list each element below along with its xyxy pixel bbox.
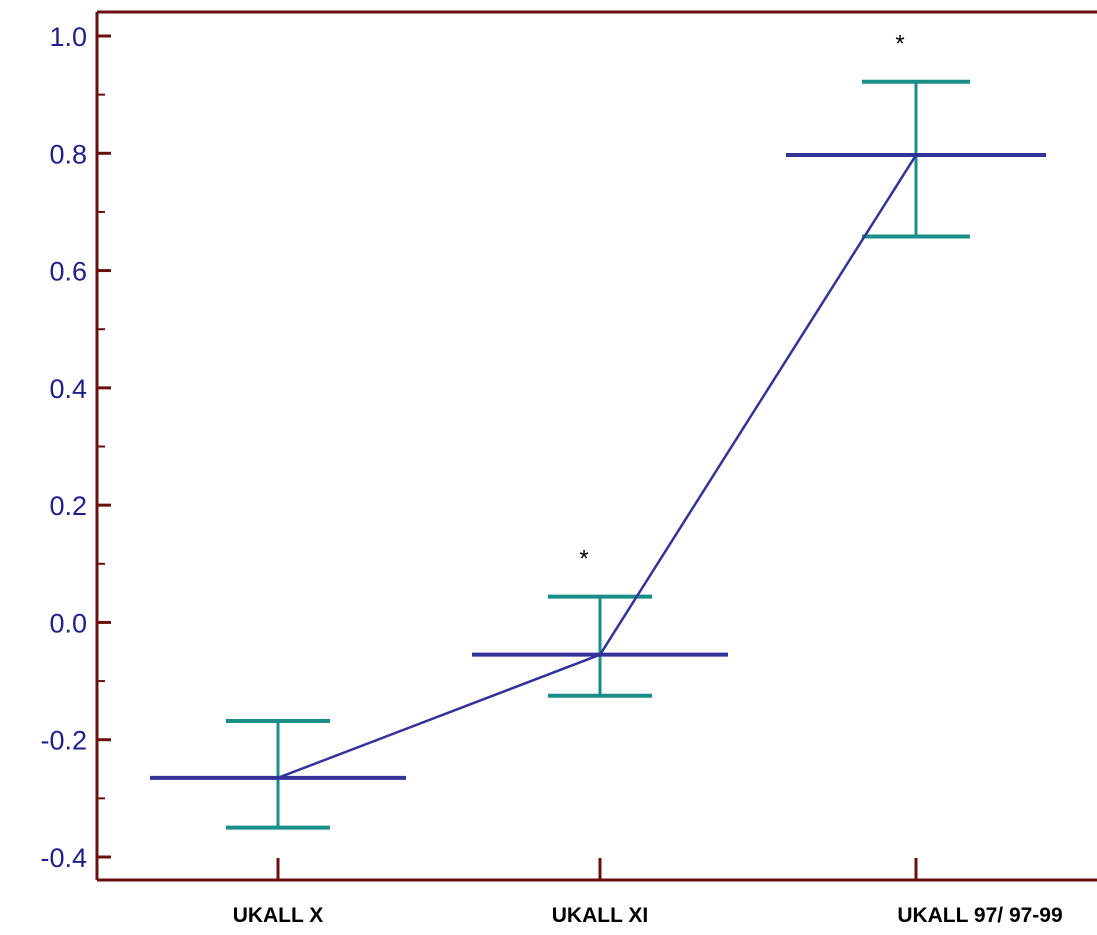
y-tick-label: 0.8 <box>49 139 87 169</box>
x-tick-label: UKALL 97/ 97-99 <box>897 904 1062 927</box>
axes <box>95 10 1097 882</box>
y-tick-label: 0.4 <box>49 374 87 404</box>
y-tick-label: -0.4 <box>40 843 87 873</box>
y-tick-label: 1.0 <box>49 22 87 52</box>
series-line <box>277 154 918 779</box>
y-tick-label: 0.6 <box>49 257 87 287</box>
y-axis-tick-labels: 1.0 0.8 0.6 0.4 0.2 0.0 -0.2 -0.4 <box>40 22 87 873</box>
axis-ticks <box>97 34 918 880</box>
x-tick-label: UKALL X <box>233 904 324 927</box>
x-axis-tick-labels: UKALL X UKALL XI UKALL 97/ 97-99 <box>233 904 1063 927</box>
x-tick-label: UKALL XI <box>552 904 648 927</box>
trend-line <box>277 154 918 779</box>
y-tick-label: -0.2 <box>40 726 87 756</box>
y-tick-label: 0.0 <box>49 608 87 638</box>
significance-asterisk: * <box>579 546 588 573</box>
annotations: ** <box>579 31 904 573</box>
error-bars <box>226 79 970 830</box>
significance-asterisk: * <box>895 31 904 58</box>
mean-markers <box>150 153 1046 780</box>
y-tick-label: 0.2 <box>49 491 87 521</box>
